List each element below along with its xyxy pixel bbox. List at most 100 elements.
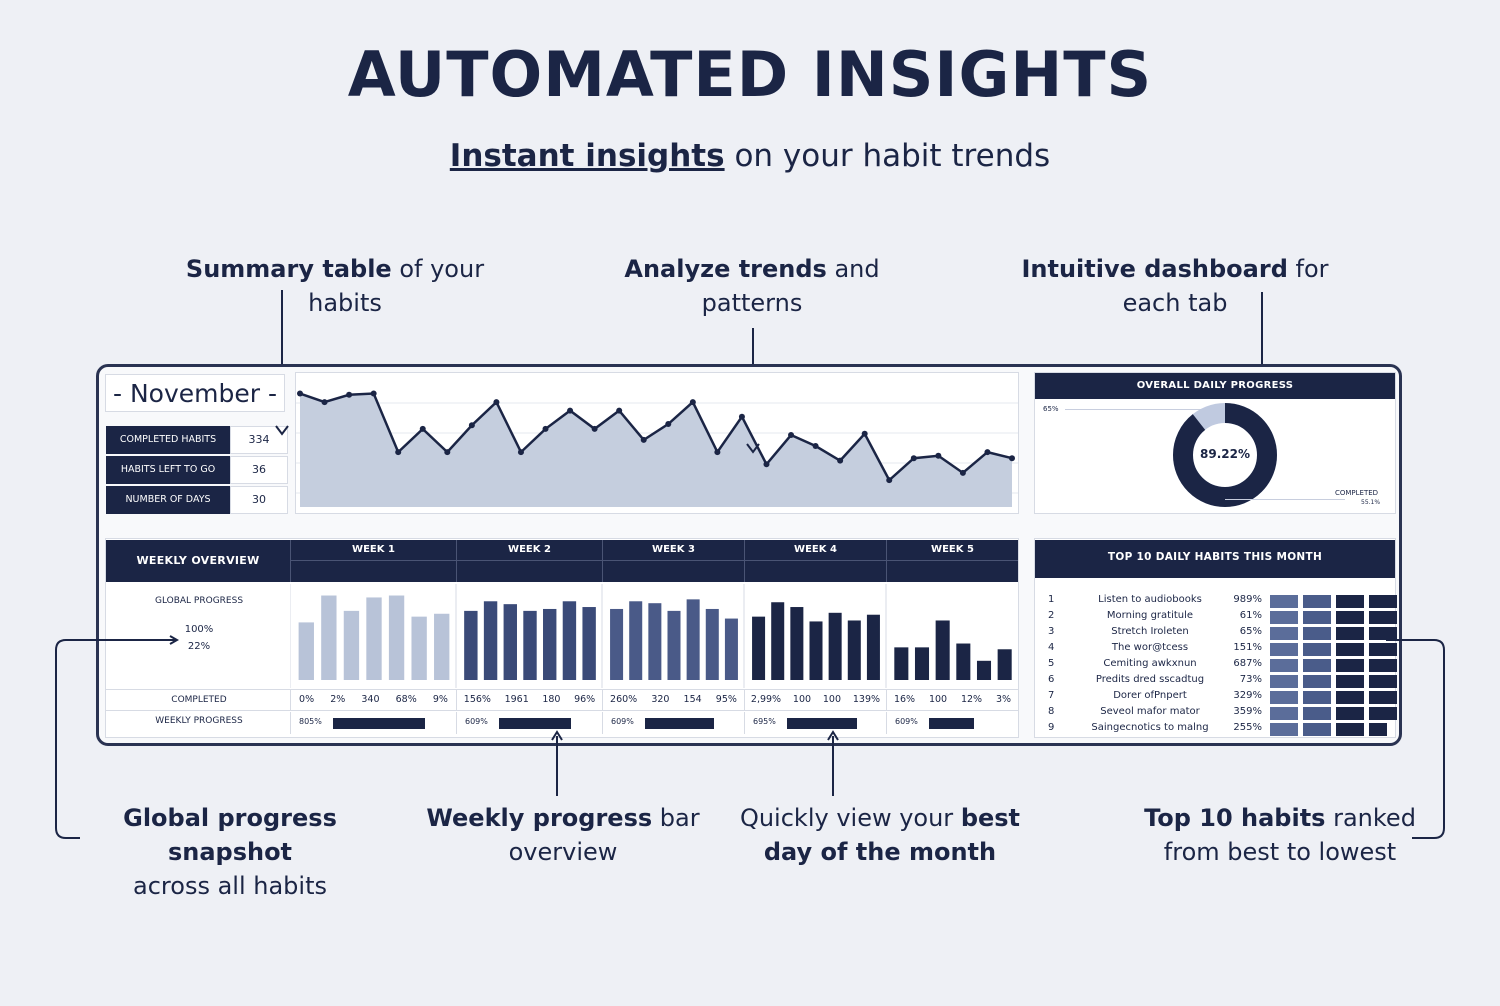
top10-habit: Predits dred sscadtug (1095, 674, 1205, 685)
top10-score-cell (1369, 627, 1397, 640)
top10-percent: 73% (1239, 674, 1262, 685)
overall-completed-label: COMPLETED (1335, 489, 1379, 497)
top10-score-cell (1336, 723, 1364, 736)
top10-row: 6 Predits dred sscadtug 73% (1040, 673, 1397, 689)
top10-percent: 989% (1233, 594, 1262, 605)
weekly-bar (828, 612, 842, 680)
weekly-bar (997, 649, 1012, 680)
top10-score-cell (1369, 707, 1397, 720)
trend-point (837, 457, 844, 464)
week-4-completed: 2,99% 100 100 139% (744, 690, 886, 710)
callout-summary: Summary table of your habits (185, 255, 485, 317)
top10-connector (1386, 639, 1445, 839)
week-3-header: WEEK 3 (602, 540, 744, 560)
summary-arrow (275, 425, 289, 436)
top10-score-cell (1303, 691, 1331, 704)
trend-point (370, 390, 377, 397)
trend-point (444, 449, 451, 456)
overall-progress-header: OVERALL DAILY PROGRESS (1035, 373, 1395, 399)
global-arrow (166, 635, 180, 645)
top10-rank: 2 (1048, 610, 1055, 621)
weekly-bar (752, 616, 766, 680)
week-2-days (456, 560, 602, 582)
top10-score-cell (1270, 691, 1298, 704)
completed-divider (106, 689, 1018, 690)
top10-rank: 8 (1048, 706, 1055, 717)
trend-line (299, 392, 1013, 483)
overall-progress-panel: OVERALL DAILY PROGRESS 65% 89.22% COMPLE… (1034, 372, 1396, 514)
top10-habit: Cemiting awkxnun (1103, 658, 1197, 669)
top10-percent: 329% (1233, 690, 1262, 701)
overall-completed-value: 55.1% (1361, 499, 1381, 506)
trend-point (346, 391, 353, 398)
top10-score-cell (1369, 723, 1387, 736)
weekly-bar (543, 608, 557, 680)
top10-score-cell (1369, 675, 1397, 688)
top10-habit: Listen to audiobooks (1098, 594, 1202, 605)
callout-dashboard: Intuitive dashboard for each tab (1021, 255, 1329, 317)
week-4-progress: 695% (744, 712, 886, 734)
week-1-days (290, 560, 456, 582)
weekly-bar (894, 647, 909, 680)
global-progress-label: GLOBAL PROGRESS (154, 596, 244, 606)
global-connector (55, 639, 172, 839)
week-5-progress-bar (929, 718, 975, 729)
weekly-bar (935, 620, 950, 680)
trend-point (493, 399, 500, 406)
trend-point (812, 443, 819, 449)
weekly-bar (610, 608, 624, 680)
top10-row: 9 Saingecnotics to malng 255% (1040, 721, 1396, 737)
top10-header: TOP 10 DAILY HABITS THIS MONTH (1035, 540, 1395, 578)
trend-point (959, 469, 966, 476)
weekly-bar-chart (290, 584, 1012, 688)
trend-point (788, 432, 795, 439)
top10-score-cell (1369, 659, 1397, 672)
top10-habit: The wor@tcess (1111, 642, 1189, 653)
weekly-bar (866, 614, 880, 680)
trend-point (297, 390, 303, 397)
weekly-bar (523, 610, 537, 680)
top10-score-cell (1303, 707, 1331, 720)
top10-row: 7 Dorer ofPnpert 329% (1040, 689, 1397, 705)
trend-chart (296, 390, 1018, 507)
top10-score-cell (1336, 595, 1364, 608)
top10-rank: 9 (1048, 722, 1055, 733)
summary-row-days: NUMBER OF DAYS 30 (106, 486, 288, 514)
top10-percent: 151% (1233, 642, 1262, 653)
top10-row: 8 Seveol mafor mator 359% (1040, 705, 1397, 721)
weekly-bar (411, 616, 427, 680)
trend-point (542, 425, 549, 432)
bestday-arrow (827, 730, 839, 741)
top10-score-cell (1336, 691, 1364, 704)
month-selector[interactable]: - November - (105, 374, 285, 412)
top10-percent: 359% (1233, 706, 1262, 717)
callout-bestday: Quickly view your best day of the month (739, 804, 1021, 866)
week-3-completed: 260% 320 154 95% (602, 690, 744, 710)
trend-point (468, 422, 475, 429)
trend-chart-panel (295, 372, 1019, 514)
trend-point (689, 399, 696, 406)
week-2-progress-bar (499, 718, 571, 729)
donut-arc (1173, 403, 1277, 507)
week-3-progress-bar (645, 718, 714, 729)
top10-row: 3 Stretch Iroleten 65% (1040, 625, 1397, 641)
trend-point (665, 421, 672, 428)
top10-score-cell (1369, 643, 1397, 656)
trend-point (517, 449, 524, 456)
top10-score-cell (1270, 595, 1298, 608)
page-title: AUTOMATED INSIGHTS (347, 38, 1153, 111)
trend-area (300, 393, 1012, 507)
trend-point (738, 413, 745, 420)
trend-point (591, 425, 598, 432)
top10-percent: 65% (1239, 626, 1262, 637)
top10-score-cell (1336, 675, 1364, 688)
week-3-progress: 609% (602, 712, 744, 734)
weekly-bar (434, 613, 450, 680)
trend-point (886, 477, 893, 484)
overall-left-tick: 65% (1043, 405, 1059, 413)
weekly-progress-row-label: WEEKLY PROGRESS (155, 716, 243, 726)
weekly-bar (464, 610, 478, 680)
top10-habit: Saingecnotics to malng (1091, 722, 1209, 733)
top10-score-cell (1336, 643, 1364, 656)
trends-arrow (746, 443, 760, 454)
